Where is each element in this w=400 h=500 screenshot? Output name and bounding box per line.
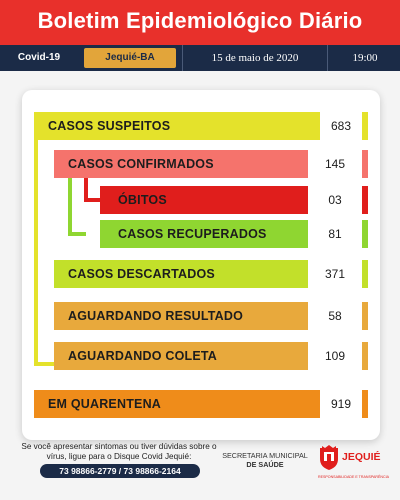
- row-value: 03: [308, 186, 362, 214]
- connector-line: [68, 178, 72, 236]
- header: Boletim Epidemiológico Diário: [0, 0, 400, 45]
- row-value: 145: [308, 150, 362, 178]
- row-value: 683: [320, 112, 362, 140]
- info-bar: Covid-19 Jequié-BA 15 de maio de 2020 19…: [0, 45, 400, 71]
- disease-tag: Covid-19: [17, 52, 61, 63]
- row-label: CASOS DESCARTADOS: [68, 267, 215, 281]
- helpline-phones: 73 98866-2779 / 73 98866-2164: [40, 464, 200, 478]
- row-obitos: ÓBITOS 03: [100, 186, 368, 214]
- row-em-quarentena: EM QUARENTENA 919: [34, 390, 368, 418]
- row-label: AGUARDANDO COLETA: [68, 349, 217, 363]
- row-value: 371: [308, 260, 362, 288]
- secretaria-line2: DE SAÚDE: [246, 460, 284, 469]
- connector-line: [84, 198, 100, 202]
- row-value: 919: [320, 390, 362, 418]
- city-tag: Jequié-BA: [84, 48, 176, 68]
- page-title: Boletim Epidemiológico Diário: [37, 8, 363, 33]
- row-label: CASOS SUSPEITOS: [48, 119, 171, 133]
- connector-line: [34, 128, 38, 364]
- row-value: 81: [308, 220, 362, 248]
- secretaria-line1: SECRETARIA MUNICIPAL: [222, 451, 308, 460]
- coat-of-arms-icon: [320, 445, 338, 470]
- logo-text: JEQUIÉ: [342, 451, 381, 463]
- row-aguardando-resultado: AGUARDANDO RESULTADO 58: [54, 302, 368, 330]
- connector-line: [68, 232, 86, 236]
- connector-line: [84, 178, 88, 202]
- connector-line: [34, 362, 54, 366]
- row-aguardando-coleta: AGUARDANDO COLETA 109: [54, 342, 368, 370]
- row-label: CASOS RECUPERADOS: [118, 227, 267, 241]
- row-label: AGUARDANDO RESULTADO: [68, 309, 244, 323]
- report-date: 15 de maio de 2020: [182, 45, 328, 71]
- secretaria-label: SECRETARIA MUNICIPAL DE SAÚDE: [218, 451, 312, 469]
- logo-tagline: RESPONSABILIDADE E TRANSPARÊNCIA: [318, 475, 389, 479]
- report-time: 19:00: [352, 52, 378, 64]
- row-label: CASOS CONFIRMADOS: [68, 157, 214, 171]
- city-logo: JEQUIÉ RESPONSABILIDADE E TRANSPARÊNCIA: [318, 443, 389, 483]
- row-label: ÓBITOS: [118, 193, 167, 207]
- row-label: EM QUARENTENA: [48, 397, 162, 411]
- stats-panel: CASOS SUSPEITOS 683 CASOS CONFIRMADOS 14…: [22, 90, 380, 440]
- row-value: 109: [308, 342, 362, 370]
- row-casos-recuperados: CASOS RECUPERADOS 81: [100, 220, 368, 248]
- helpline-message: Se você apresentar sintomas ou tiver dúv…: [21, 442, 217, 461]
- row-casos-descartados: CASOS DESCARTADOS 371: [54, 260, 368, 288]
- row-casos-confirmados: CASOS CONFIRMADOS 145: [54, 150, 368, 178]
- row-value: 58: [308, 302, 362, 330]
- row-casos-suspeitos: CASOS SUSPEITOS 683: [34, 112, 368, 140]
